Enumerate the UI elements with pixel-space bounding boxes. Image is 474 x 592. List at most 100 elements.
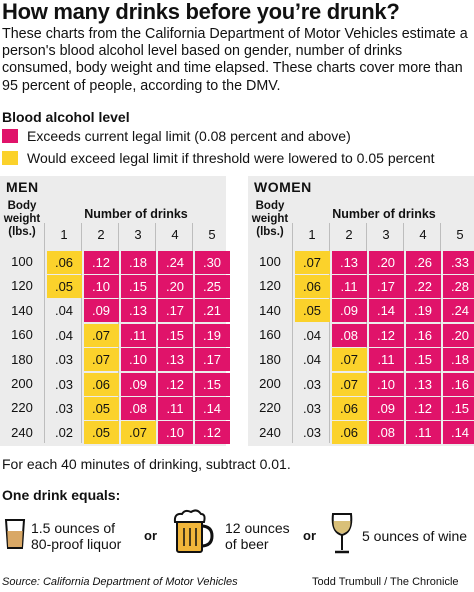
column-divider <box>81 223 82 443</box>
body-weight-cell: 180 <box>11 351 33 367</box>
women-label: WOMEN <box>254 179 312 195</box>
or-label: or <box>303 528 316 543</box>
bac-cell: .16 <box>442 372 474 396</box>
bac-cell: .13 <box>157 348 193 372</box>
bac-cell: .15 <box>442 396 474 420</box>
bac-cell: .11 <box>157 396 193 420</box>
bac-cell: .06 <box>331 396 367 420</box>
beer-amount: 12 ounces of beer <box>225 520 290 552</box>
bac-cell: .04 <box>54 327 74 343</box>
bac-cell: .06 <box>331 421 367 445</box>
body-weight-cell: 160 <box>259 327 281 343</box>
bac-cell: .04 <box>54 303 74 319</box>
bac-cell: .07 <box>83 348 119 372</box>
bac-cell: .03 <box>302 425 322 441</box>
body-weight-cell: 200 <box>11 376 33 391</box>
intro-paragraph: These charts from the California Departm… <box>2 26 468 94</box>
body-weight-cell: 240 <box>259 424 281 440</box>
wine-amount: 5 ounces of wine <box>362 528 468 544</box>
body-weight-cell: 120 <box>259 278 281 294</box>
bac-cell: .26 <box>405 250 441 274</box>
one-drink-heading: One drink equals: <box>2 487 121 503</box>
bac-cell: .15 <box>120 274 156 298</box>
bac-cell: .14 <box>442 421 474 445</box>
bac-cell: .11 <box>405 421 441 445</box>
column-divider <box>366 223 367 443</box>
column-divider <box>44 223 45 443</box>
or-label: or <box>144 528 157 543</box>
bac-cell: .07 <box>120 421 156 445</box>
number-of-drinks-header: Number of drinks <box>332 207 436 221</box>
drink-count-header: 4 <box>171 227 179 242</box>
bac-cell: .09 <box>331 299 367 323</box>
drink-count-header: 2 <box>345 227 353 242</box>
bac-cell: .30 <box>194 250 230 274</box>
bac-cell: .20 <box>442 323 474 347</box>
drink-count-header: 5 <box>456 227 464 242</box>
bac-cell: .08 <box>331 323 367 347</box>
bac-cell: .05 <box>83 421 119 445</box>
bac-cell: .03 <box>302 400 322 416</box>
bac-cell: .33 <box>442 250 474 274</box>
body-weight-cell: 240 <box>11 424 33 440</box>
body-weight-cell: 100 <box>259 254 281 269</box>
bac-cell: .18 <box>442 348 474 372</box>
body-weight-cell: 120 <box>11 278 33 294</box>
number-of-drinks-header: Number of drinks <box>84 207 188 221</box>
body-weight-cell: 200 <box>259 376 281 391</box>
drink-count-header: 1 <box>60 227 68 242</box>
bac-cell: .03 <box>54 376 74 392</box>
bac-cell: .03 <box>54 352 74 368</box>
column-divider <box>403 223 404 443</box>
drink-count-header: 5 <box>208 227 216 242</box>
body-weight-cell: 220 <box>11 400 33 416</box>
body-weight-cell: 220 <box>259 400 281 416</box>
bac-cell: .17 <box>368 274 404 298</box>
bac-cell: .03 <box>54 400 74 416</box>
legend-item-exceeds: Exceeds current legal limit (0.08 percen… <box>2 127 351 145</box>
bac-cell: .10 <box>157 421 193 445</box>
bac-cell: .09 <box>368 396 404 420</box>
bac-cell: .12 <box>157 372 193 396</box>
legend-label: Would exceed legal limit if threshold we… <box>27 150 435 166</box>
bac-cell: .04 <box>302 352 322 368</box>
drink-count-header: 3 <box>382 227 390 242</box>
page-title: How many drinks before you’re drunk? <box>2 0 400 24</box>
bac-cell: .18 <box>120 250 156 274</box>
column-divider <box>440 223 441 443</box>
bac-cell: .28 <box>442 274 474 298</box>
bac-cell: .05 <box>83 396 119 420</box>
body-weight-header: Body weight (lbs.) <box>251 200 289 238</box>
legend-label: Exceeds current legal limit (0.08 percen… <box>27 128 351 144</box>
bac-cell: .07 <box>331 348 367 372</box>
body-weight-cell: 140 <box>259 302 281 318</box>
bac-cell: .15 <box>405 348 441 372</box>
bac-cell: .24 <box>157 250 193 274</box>
column-divider <box>155 223 156 443</box>
bac-cell: .13 <box>405 372 441 396</box>
legend-item-would-exceed: Would exceed legal limit if threshold we… <box>2 149 435 167</box>
bac-cell: .03 <box>302 376 322 392</box>
body-weight-cell: 180 <box>259 351 281 367</box>
bac-cell: .07 <box>331 372 367 396</box>
bac-cell: .12 <box>405 396 441 420</box>
bac-cell: .07 <box>83 323 119 347</box>
bac-cell: .20 <box>157 274 193 298</box>
drink-count-header: 1 <box>308 227 316 242</box>
bac-cell: .08 <box>368 421 404 445</box>
bac-cell: .11 <box>368 348 404 372</box>
bac-cell: .19 <box>405 299 441 323</box>
bac-cell: .17 <box>194 348 230 372</box>
body-weight-cell: 160 <box>11 327 33 343</box>
bac-cell: .06 <box>294 274 330 298</box>
bac-cell: .10 <box>120 348 156 372</box>
bac-cell: .15 <box>194 372 230 396</box>
bac-cell: .10 <box>83 274 119 298</box>
beer-mug-icon <box>173 509 214 553</box>
source-note: Source: California Department of Motor V… <box>2 576 238 588</box>
drink-count-header: 2 <box>97 227 105 242</box>
bac-cell: .11 <box>331 274 367 298</box>
bac-cell: .09 <box>120 372 156 396</box>
men-table: MEN Body weight (lbs.) Number of drinks … <box>0 176 230 446</box>
wine-glass-icon <box>331 513 353 554</box>
